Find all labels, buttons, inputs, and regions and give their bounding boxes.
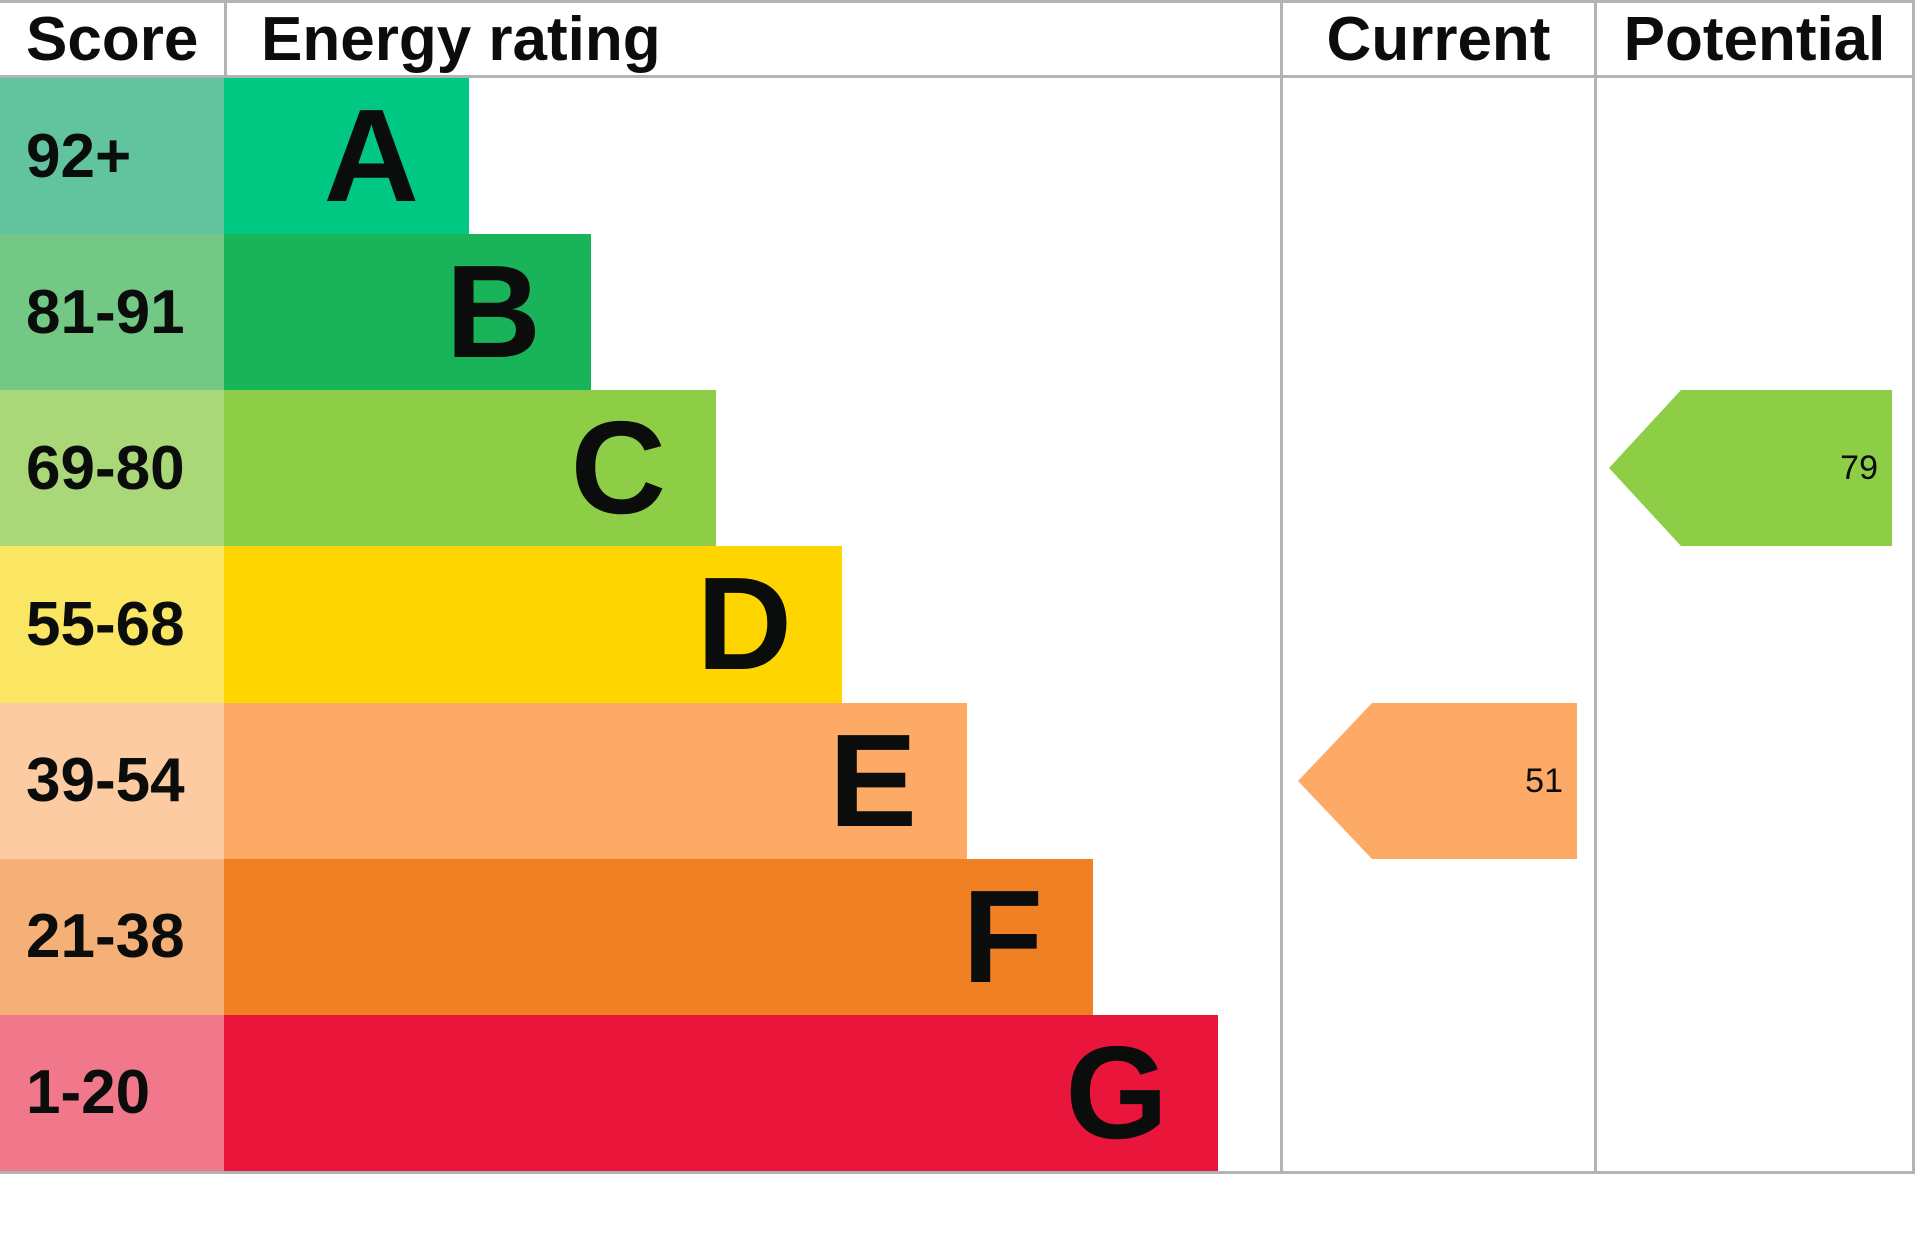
band-bar-a: A — [224, 78, 469, 235]
band-row-b: 81-91 B — [0, 234, 1280, 391]
band-bar-e: E — [224, 702, 967, 859]
score-range-a: 92+ — [0, 78, 224, 235]
table-bottom-border — [0, 1171, 1915, 1174]
score-column-divider — [224, 3, 227, 75]
score-range-g: 1-20 — [0, 1014, 224, 1171]
band-row-f: 21-38 F — [0, 858, 1280, 1015]
score-range-d: 55-68 — [0, 546, 224, 703]
current-rating-value: 51 — [1525, 761, 1563, 800]
current-column-header: Current — [1326, 4, 1551, 74]
band-bar-c: C — [224, 390, 716, 547]
band-letter-a: A — [323, 82, 419, 230]
potential-rating-value: 79 — [1840, 448, 1878, 487]
potential-rating-arrow: 79 — [1609, 390, 1892, 546]
score-range-c: 69-80 — [0, 390, 224, 547]
score-range-b: 81-91 — [0, 234, 224, 391]
energy-rating-column-header: Energy rating — [261, 4, 661, 74]
band-bar-f: F — [224, 858, 1093, 1015]
band-bar-g: G — [224, 1014, 1218, 1171]
table-top-border — [0, 0, 1915, 3]
epc-rating-chart: Score Energy rating Current Potential 92… — [0, 0, 1915, 1174]
band-letter-d: D — [696, 550, 792, 698]
band-bar-d: D — [224, 546, 842, 703]
band-letter-g: G — [1065, 1018, 1168, 1166]
header-bottom-border — [0, 75, 1915, 78]
potential-column-header: Potential — [1623, 4, 1886, 74]
table-right-border — [1912, 0, 1915, 1174]
score-range-e: 39-54 — [0, 702, 224, 859]
score-range-f: 21-38 — [0, 858, 224, 1015]
band-rows: 92+ A 81-91 B 69-80 C 55-68 D 39-54 E 21… — [0, 78, 1280, 1171]
band-row-g: 1-20 G — [0, 1014, 1280, 1171]
band-letter-e: E — [828, 706, 917, 854]
current-column-divider — [1594, 0, 1597, 1174]
band-row-e: 39-54 E — [0, 702, 1280, 859]
band-bar-b: B — [224, 234, 591, 391]
rating-column-divider — [1280, 0, 1283, 1174]
band-row-d: 55-68 D — [0, 546, 1280, 703]
score-column-header: Score — [26, 4, 199, 74]
band-letter-f: F — [962, 862, 1043, 1010]
band-row-c: 69-80 C — [0, 390, 1280, 547]
current-rating-arrow: 51 — [1298, 703, 1577, 859]
band-letter-c: C — [570, 394, 666, 542]
band-letter-b: B — [445, 238, 541, 386]
band-row-a: 92+ A — [0, 78, 1280, 235]
